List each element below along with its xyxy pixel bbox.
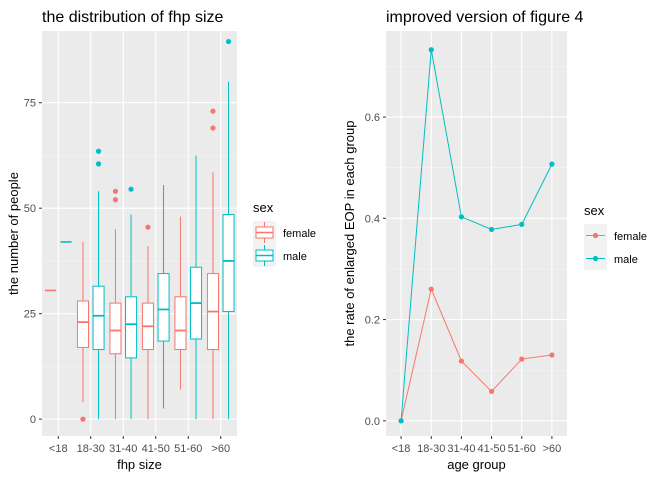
legend-title: sex [584, 203, 605, 218]
box-male-iqr [157, 273, 170, 342]
outlier-point-male [95, 161, 102, 167]
data-point-male [519, 221, 525, 227]
box-male-iqr [92, 285, 105, 351]
data-point-male [428, 47, 434, 53]
legend-title: sex [253, 200, 274, 215]
box-female-iqr [76, 300, 89, 348]
outlier-point-male [95, 148, 102, 154]
box-female-iqr [174, 296, 187, 351]
chart-title: improved version of figure 4 [386, 9, 584, 26]
y-tick-label: 0 [30, 414, 36, 426]
legend-key-point [592, 232, 599, 239]
legend-label-male: male [283, 251, 307, 263]
legend-label-female: female [614, 231, 647, 243]
legend-key-point [592, 255, 599, 262]
data-point-female [519, 356, 525, 362]
y-tick-label: 25 [24, 309, 36, 321]
outlier-point-female [112, 197, 119, 203]
outlier-point-male [225, 38, 232, 45]
x-axis-title: fhp size [117, 457, 162, 472]
y-tick-label: 0.6 [365, 112, 380, 124]
outlier-point-female [210, 125, 216, 131]
x-tick-label: 51-60 [508, 443, 536, 455]
x-tick-label: <18 [392, 443, 411, 455]
series-line-female [400, 287, 552, 421]
y-tick-label: 75 [24, 98, 36, 110]
legend-label-female: female [283, 228, 316, 240]
outlier-point-female [210, 108, 216, 114]
outlier-point-female [80, 416, 86, 422]
x-tick-label: 18-30 [417, 443, 445, 455]
box-female-iqr [109, 302, 122, 355]
x-tick-label: 31-40 [109, 443, 137, 455]
line-chart: 0.0 0.2 0.4 0.6 <18 18-30 31-40 41-50 51-60 >60 im… [342, 9, 647, 472]
x-tick-label: <18 [49, 443, 68, 455]
data-point-male [398, 418, 404, 424]
y-tick-label: 50 [24, 203, 36, 215]
outlier-point-female [145, 224, 151, 230]
legend-label-male: male [614, 254, 638, 266]
y-tick-label: 0.4 [365, 213, 380, 225]
x-tick-label: >60 [211, 443, 230, 455]
data-point-male [549, 161, 555, 167]
y-tick-label: 0.2 [365, 315, 380, 327]
series-line-male [400, 49, 553, 421]
plot-panel [42, 31, 237, 436]
x-tick-label: 18-30 [77, 443, 105, 455]
x-axis-title: age group [447, 457, 506, 472]
x-tick-label: 31-40 [447, 443, 475, 455]
x-tick-label: 41-50 [142, 443, 170, 455]
box-male-iqr [125, 296, 138, 359]
data-point-male [488, 226, 495, 233]
y-axis-title: the rate of enlarged EOP in each group [342, 121, 357, 347]
y-tick-label: 0.0 [365, 416, 380, 428]
data-point-female [428, 286, 434, 292]
y-axis-title: the number of people [6, 172, 21, 295]
plot-panel [386, 31, 567, 436]
x-tick-label: 41-50 [478, 443, 506, 455]
box-male-iqr [222, 214, 235, 313]
data-point-female [549, 352, 555, 358]
data-point-female [488, 388, 495, 395]
chart-title: the distribution of fhp size [42, 9, 224, 26]
x-tick-label: 51-60 [174, 443, 202, 455]
data-point-male [458, 214, 465, 220]
outlier-point-male [128, 186, 134, 192]
data-point-female [458, 358, 465, 364]
outlier-point-female [112, 188, 119, 194]
x-tick-label: >60 [543, 443, 562, 455]
boxplot-chart: 0 25 50 75 <18 18-30 31-40 41-50 51-60 >60 the dis… [6, 9, 316, 472]
